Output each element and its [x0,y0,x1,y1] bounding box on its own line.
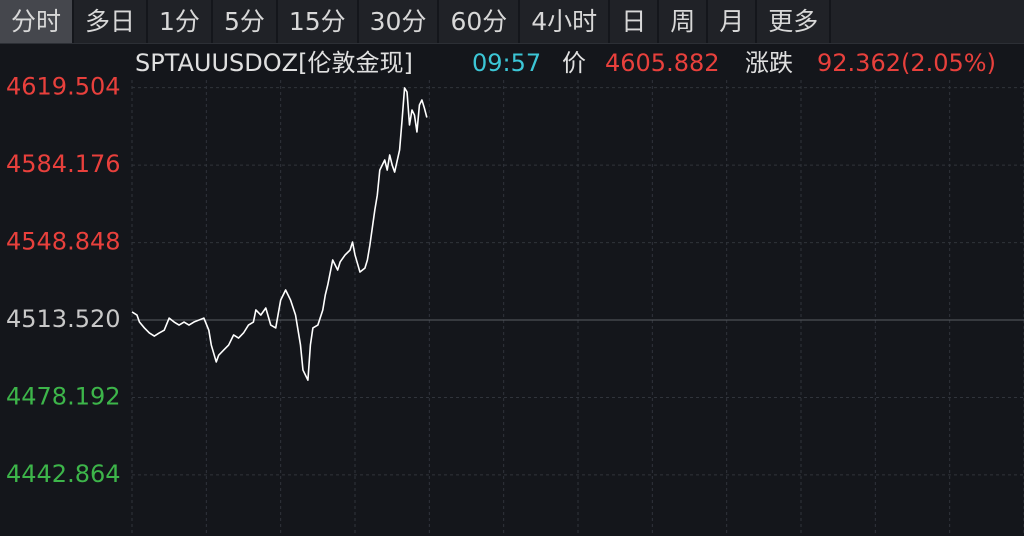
y-tick-label: 4548.848 [6,228,121,256]
period-tabs: 分时 多日 1分 5分 15分 30分 60分 4小时日周月更多 [0,0,1024,44]
period-tab[interactable]: 多日 [74,0,149,43]
period-tab[interactable]: 30分 [359,0,440,43]
period-tab[interactable]: 15分 [278,0,359,43]
change-label: 涨跌 [745,49,793,77]
time: 09:57 [472,49,541,77]
y-tick-label: 4513.520 [6,305,121,333]
period-tab[interactable]: 4小时 [520,0,611,43]
period-tab[interactable]: 5分 [213,0,278,43]
y-tick-label: 4619.504 [6,73,121,101]
period-tab[interactable]: 1分 [148,0,213,43]
y-tick-label: 4584.176 [6,150,121,178]
period-tab[interactable]: 分时 [0,0,75,43]
price-line [131,87,428,381]
change: 92.362(2.05%) [817,49,996,77]
symbol: SPTAUUSDOZ[伦敦金现] [135,49,413,77]
period-tab[interactable]: 周 [659,0,709,43]
y-tick-label: 4478.192 [6,382,121,410]
period-tab[interactable]: 更多 [757,0,832,43]
period-tab[interactable]: 日 [610,0,660,43]
period-tab[interactable]: 月 [708,0,758,43]
price: 4605.882 [605,49,720,77]
y-tick-label: 4442.864 [6,460,121,488]
price-label: 价 [562,49,586,77]
period-tab[interactable]: 60分 [439,0,521,43]
